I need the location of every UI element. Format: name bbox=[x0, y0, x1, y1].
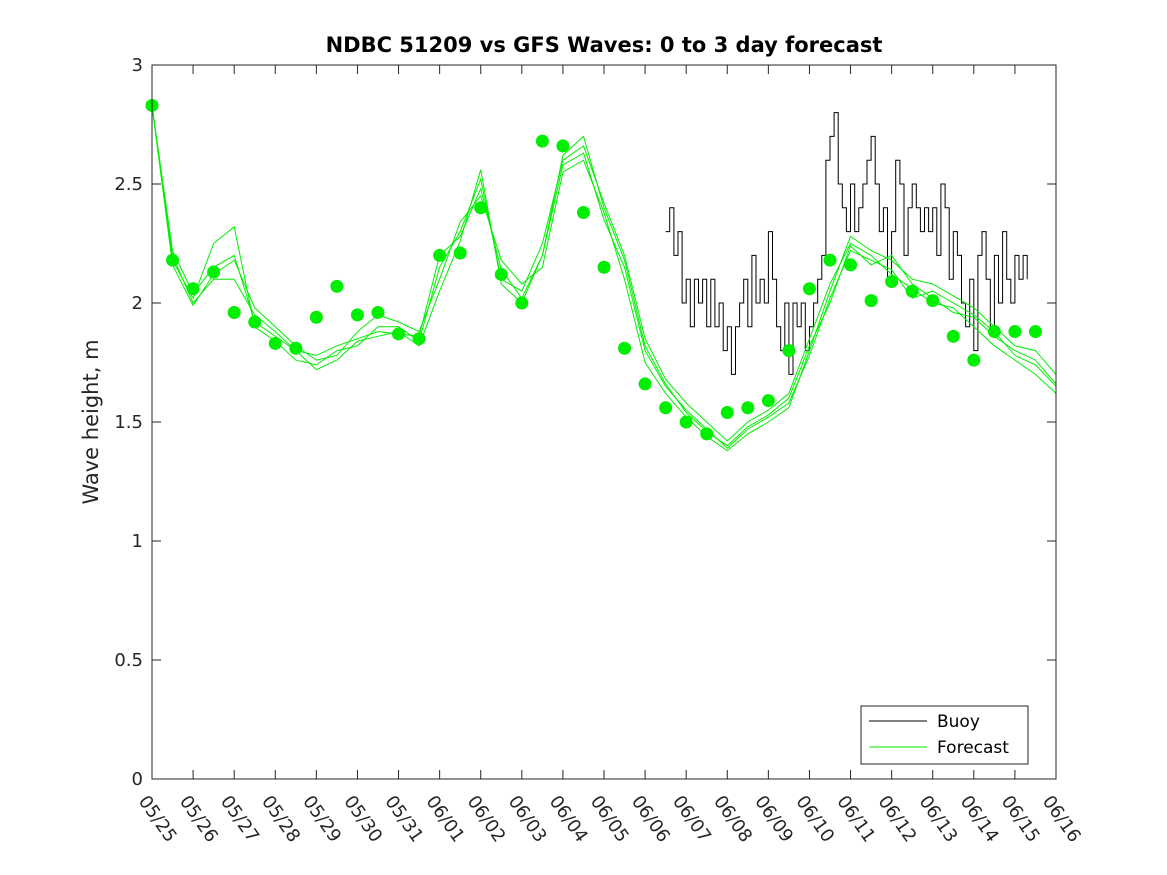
forecast-marker bbox=[823, 253, 837, 267]
y-tick-label: 2.5 bbox=[114, 174, 143, 195]
forecast-marker bbox=[618, 341, 632, 355]
forecast-marker bbox=[515, 296, 529, 310]
forecast-marker bbox=[268, 336, 282, 350]
forecast-marker bbox=[576, 206, 590, 220]
forecast-marker bbox=[864, 294, 878, 308]
forecast-marker bbox=[741, 401, 755, 415]
forecast-marker bbox=[289, 341, 303, 355]
forecast-marker bbox=[905, 284, 919, 298]
forecast-marker bbox=[946, 329, 960, 343]
forecast-marker bbox=[330, 279, 344, 293]
forecast-run-line bbox=[151, 105, 1057, 442]
forecast-marker bbox=[207, 265, 221, 279]
forecast-marker bbox=[371, 306, 385, 320]
forecast-marker bbox=[535, 134, 549, 148]
forecast-marker bbox=[1028, 325, 1042, 339]
forecast-marker bbox=[248, 315, 262, 329]
forecast-marker bbox=[227, 306, 241, 320]
forecast-marker bbox=[453, 246, 467, 260]
forecast-marker bbox=[597, 260, 611, 274]
axes-box bbox=[151, 64, 1057, 780]
forecast-marker bbox=[720, 405, 734, 419]
forecast-marker bbox=[638, 377, 652, 391]
forecast-marker bbox=[433, 248, 447, 262]
forecast-marker bbox=[556, 139, 570, 153]
forecast-marker bbox=[700, 427, 714, 441]
y-tick-label: 2 bbox=[132, 293, 143, 314]
y-tick-label: 3 bbox=[132, 55, 143, 76]
forecast-marker bbox=[967, 353, 981, 367]
forecast-marker bbox=[309, 310, 323, 324]
plot-area bbox=[152, 65, 1056, 779]
forecast-marker bbox=[186, 282, 200, 296]
y-tick-label: 0.5 bbox=[114, 650, 143, 671]
legend: Buoy Forecast bbox=[860, 705, 1029, 765]
forecast-marker bbox=[392, 327, 406, 341]
y-axis-label: Wave height, m bbox=[79, 339, 103, 504]
legend-forecast-label: Forecast bbox=[937, 738, 1009, 758]
forecast-marker bbox=[350, 308, 364, 322]
chart-title: NDBC 51209 vs GFS Waves: 0 to 3 day fore… bbox=[326, 33, 883, 57]
forecast-marker bbox=[1008, 325, 1022, 339]
y-tick-label: 0 bbox=[132, 769, 143, 790]
series-layer bbox=[145, 98, 1057, 452]
forecast-marker bbox=[761, 394, 775, 408]
forecast-marker bbox=[802, 282, 816, 296]
forecast-marker bbox=[987, 325, 1001, 339]
forecast-marker bbox=[885, 275, 899, 289]
forecast-marker bbox=[412, 332, 426, 346]
forecast-marker bbox=[782, 344, 796, 358]
forecast-marker bbox=[166, 253, 180, 267]
y-tick-label: 1.5 bbox=[114, 412, 143, 433]
forecast-run-line bbox=[151, 105, 1057, 449]
forecast-marker bbox=[659, 401, 673, 415]
forecast-marker bbox=[494, 267, 508, 281]
forecast-marker bbox=[844, 258, 858, 272]
buoy-line bbox=[665, 112, 1028, 375]
legend-buoy-label: Buoy bbox=[937, 712, 980, 732]
forecast-marker bbox=[474, 201, 488, 215]
forecast-marker bbox=[926, 294, 940, 308]
forecast-run-line bbox=[151, 105, 1057, 452]
forecast-run-line bbox=[151, 105, 1057, 447]
y-tick-label: 1 bbox=[132, 531, 143, 552]
legend-box bbox=[860, 705, 1029, 765]
forecast-marker bbox=[679, 415, 693, 429]
